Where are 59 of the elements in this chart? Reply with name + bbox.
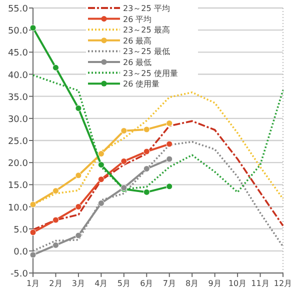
point <box>143 126 150 133</box>
x-tick-label: 1月 <box>26 279 40 288</box>
y-tick-label: 35.0 <box>8 92 28 103</box>
y-tick-label: 10.0 <box>8 203 28 214</box>
point <box>166 120 173 127</box>
point <box>75 204 82 210</box>
y-tick-label: 20.0 <box>8 159 28 170</box>
x-tick-label: 2月 <box>49 279 62 288</box>
x-tick-label: 6月 <box>140 279 154 288</box>
x-tick-label: 11月 <box>251 279 270 288</box>
x-tick-label: 5月 <box>117 279 130 288</box>
point <box>52 216 59 224</box>
point <box>30 252 36 258</box>
legend-label: 26 最低 <box>123 58 152 67</box>
point <box>98 150 104 157</box>
point <box>98 162 104 168</box>
point <box>166 156 173 162</box>
point <box>52 188 59 194</box>
y-tick-label: 55.0 <box>8 4 28 14</box>
point <box>166 140 173 148</box>
y-tick-label: 5.0 <box>14 225 28 236</box>
point <box>30 229 36 236</box>
y-tick-label: 45.0 <box>8 48 28 59</box>
x-tick-label: 4月 <box>94 279 108 288</box>
point <box>75 172 82 179</box>
point <box>143 166 150 172</box>
y-tick-label: 25.0 <box>8 137 28 147</box>
legend-label: 26 最高 <box>123 36 152 46</box>
point <box>166 183 173 190</box>
y-tick-label: 0.0 <box>14 247 28 258</box>
point <box>52 64 59 71</box>
point <box>30 24 36 32</box>
point <box>143 148 150 155</box>
y-tick-label: 15.0 <box>8 181 28 192</box>
legend-label: 26 平均 <box>123 14 152 24</box>
y-tick-label: 40.0 <box>8 70 28 81</box>
y-tick-label: 30.0 <box>8 114 28 125</box>
y-tick-label: 50.0 <box>8 26 28 37</box>
x-tick-label: 3月 <box>72 279 85 288</box>
x-tick-label: 10月 <box>228 279 247 288</box>
point <box>75 232 82 239</box>
point <box>98 200 104 206</box>
x-tick-label: 7月 <box>162 279 176 288</box>
point <box>75 105 82 112</box>
point <box>120 158 128 165</box>
x-tick-label: 8月 <box>186 279 199 288</box>
legend-label: 23～25 使用量 <box>123 68 178 78</box>
point <box>143 188 150 196</box>
legend-label: 26 使用量 <box>123 80 160 89</box>
point <box>120 128 128 134</box>
point <box>98 176 104 183</box>
y-tick-label: -5.0 <box>10 270 28 280</box>
legend-label: 23～25 最高 <box>123 26 170 35</box>
x-tick-label: 12月 <box>274 279 292 288</box>
x-tick-label: 9月 <box>208 279 222 288</box>
point <box>30 201 36 208</box>
point <box>52 242 59 248</box>
legend-label: 23～25 最低 <box>123 47 170 56</box>
legend-label: 23～25 平均 <box>123 4 170 13</box>
